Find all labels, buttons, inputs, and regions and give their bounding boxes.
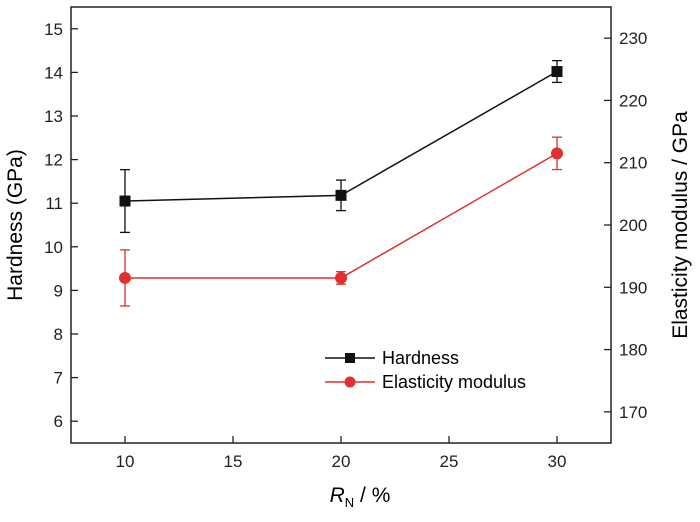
series-hardness [119, 59, 563, 234]
elasticity-modulus-point [551, 147, 563, 160]
legend-item-elasticity-modulus: Elasticity modulus [325, 372, 526, 392]
right-y-axis-title: Elasticity modulus / GPa [669, 111, 692, 339]
series-elasticity-modulus [119, 136, 563, 307]
legend-label: Hardness [382, 348, 459, 368]
legend: Hardness Elasticity modulus [325, 348, 526, 392]
left-y-tick-label: 15 [44, 20, 63, 39]
right-y-tick-label: 200 [619, 216, 647, 235]
left-y-tick-label: 12 [44, 151, 63, 170]
x-axis-title: RN / % [330, 484, 391, 510]
left-y-tick-label: 13 [44, 107, 63, 126]
right-y-tick-label: 210 [619, 154, 647, 173]
right-y-tick-label: 220 [619, 91, 647, 110]
left-y-tick-label: 14 [44, 63, 63, 82]
x-tick-label: 30 [548, 452, 567, 471]
elasticity-modulus-point [119, 271, 131, 284]
left-y-tick-label: 11 [45, 194, 63, 213]
legend-marker [344, 376, 356, 388]
right-y-tick-label: 180 [619, 341, 647, 360]
right-y-tick-label: 230 [619, 29, 647, 48]
right-y-tick-label: 190 [619, 278, 647, 297]
x-tick-label: 25 [440, 452, 459, 471]
legend-marker [345, 353, 355, 363]
right-y-axis: 170 180 190 200 210 220 230 [604, 29, 647, 422]
elasticity-modulus-point [335, 271, 347, 284]
legend-item-hardness: Hardness [325, 348, 459, 368]
left-y-tick-label: 8 [54, 325, 63, 344]
right-y-tick-label: 170 [619, 403, 647, 422]
hardness-point [335, 189, 347, 201]
left-y-tick-label: 6 [54, 412, 63, 431]
left-y-tick-label: 9 [54, 281, 63, 300]
x-tick-label: 10 [116, 452, 135, 471]
x-tick-label: 15 [224, 452, 243, 471]
series-layer [119, 59, 563, 307]
left-y-tick-label: 7 [54, 369, 63, 388]
legend-label: Elasticity modulus [382, 372, 526, 392]
x-axis: 10 15 20 25 30 [116, 436, 567, 471]
elasticity-modulus-line [125, 152, 558, 279]
hardness-point [551, 66, 563, 78]
plot-frame [70, 6, 612, 444]
left-y-axis: 6 7 8 9 10 11 12 13 14 15 [44, 20, 78, 431]
x-tick-label: 20 [332, 452, 351, 471]
hardness-point [119, 195, 131, 207]
left-y-axis-title: Hardness (GPa) [4, 149, 27, 301]
left-y-tick-label: 10 [44, 238, 63, 257]
